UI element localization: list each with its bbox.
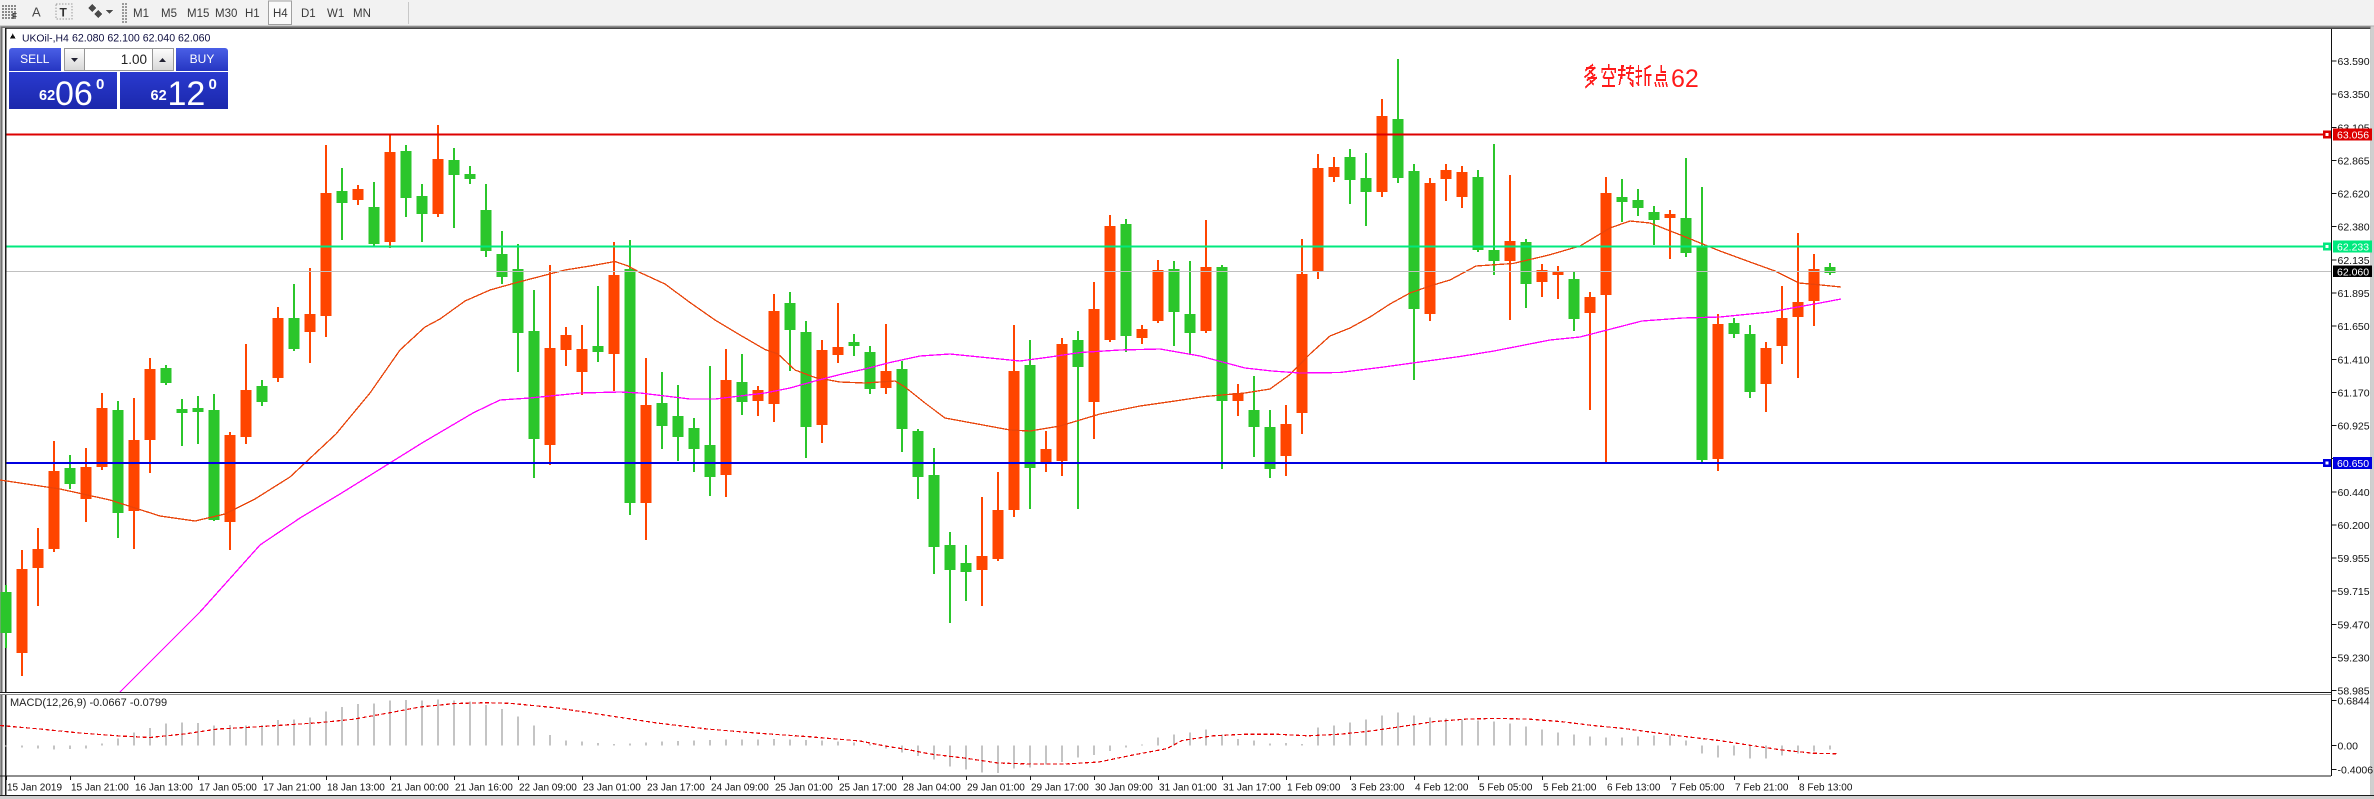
svg-text:M1: M1 [133,8,149,20]
svg-text:60.200: 60.200 [2338,520,2370,532]
svg-text:21 Jan 00:00: 21 Jan 00:00 [391,783,449,794]
svg-text:63.590: 63.590 [2338,56,2370,68]
svg-text:28 Jan 04:00: 28 Jan 04:00 [903,783,961,794]
svg-text:3 Feb 23:00: 3 Feb 23:00 [1351,783,1405,794]
svg-text:18 Jan 13:00: 18 Jan 13:00 [327,783,385,794]
svg-text:M5: M5 [161,8,177,20]
svg-text:21 Jan 16:00: 21 Jan 16:00 [455,783,513,794]
svg-text:F: F [12,12,17,21]
svg-text:23 Jan 17:00: 23 Jan 17:00 [647,783,705,794]
svg-text:59.470: 59.470 [2338,619,2370,631]
svg-text:30 Jan 09:00: 30 Jan 09:00 [1095,783,1153,794]
svg-text:16 Jan 13:00: 16 Jan 13:00 [135,783,193,794]
svg-text:60.650: 60.650 [2337,458,2369,470]
svg-text:17 Jan 05:00: 17 Jan 05:00 [199,783,257,794]
svg-text:17 Jan 21:00: 17 Jan 21:00 [263,783,321,794]
svg-text:59.715: 59.715 [2338,586,2370,598]
svg-text:7 Feb 21:00: 7 Feb 21:00 [1735,783,1789,794]
svg-text:31 Jan 01:00: 31 Jan 01:00 [1159,783,1217,794]
svg-text:62.865: 62.865 [2338,155,2370,167]
svg-text:M30: M30 [215,8,237,20]
svg-text:W1: W1 [327,8,344,20]
svg-text:62.620: 62.620 [2338,189,2370,201]
svg-text:24 Jan 09:00: 24 Jan 09:00 [711,783,769,794]
svg-text:4 Feb 12:00: 4 Feb 12:00 [1415,783,1469,794]
svg-text:MN: MN [353,8,371,20]
svg-text:15 Jan 21:00: 15 Jan 21:00 [71,783,129,794]
svg-text:29 Jan 17:00: 29 Jan 17:00 [1031,783,1089,794]
svg-text:7 Feb 05:00: 7 Feb 05:00 [1671,783,1725,794]
svg-text:61.895: 61.895 [2338,288,2370,300]
svg-text:25 Jan 01:00: 25 Jan 01:00 [775,783,833,794]
svg-text:8 Feb 13:00: 8 Feb 13:00 [1799,783,1853,794]
svg-text:D1: D1 [301,8,316,20]
svg-text:A: A [32,5,41,20]
svg-text:0.6844: 0.6844 [2338,696,2370,708]
svg-text:61.170: 61.170 [2338,387,2370,399]
svg-text:62.080 62.100 62.040 62.060: 62.080 62.100 62.040 62.060 [72,33,211,45]
svg-text:15 Jan 2019: 15 Jan 2019 [7,783,62,794]
svg-text:63.350: 63.350 [2338,89,2370,101]
svg-text:-0.4006: -0.4006 [2338,764,2374,776]
svg-text:1 Feb 09:00: 1 Feb 09:00 [1287,783,1341,794]
svg-text:H4: H4 [273,8,288,20]
svg-text:59.230: 59.230 [2338,653,2370,665]
svg-text:25 Jan 17:00: 25 Jan 17:00 [839,783,897,794]
svg-text:61.410: 61.410 [2338,354,2370,366]
svg-text:29 Jan 01:00: 29 Jan 01:00 [967,783,1025,794]
svg-text:60.440: 60.440 [2338,487,2370,499]
svg-text:62.233: 62.233 [2337,242,2369,254]
svg-text:59.955: 59.955 [2338,553,2370,565]
svg-text:58.985: 58.985 [2338,686,2370,698]
svg-text:63.056: 63.056 [2337,130,2369,142]
svg-text:61.650: 61.650 [2338,321,2370,333]
svg-text:62.060: 62.060 [2337,266,2369,278]
svg-text:M15: M15 [187,8,209,20]
svg-text:H1: H1 [245,8,260,20]
svg-text:31 Jan 17:00: 31 Jan 17:00 [1223,783,1281,794]
svg-text:UKOil-,H4: UKOil-,H4 [22,34,69,45]
svg-text:62.380: 62.380 [2338,222,2370,234]
svg-text:22 Jan 09:00: 22 Jan 09:00 [519,783,577,794]
svg-text:6 Feb 13:00: 6 Feb 13:00 [1607,783,1661,794]
svg-text:62.135: 62.135 [2338,255,2370,267]
svg-text:MACD(12,26,9) -0.0667 -0.0799: MACD(12,26,9) -0.0667 -0.0799 [10,697,167,709]
svg-text:0.00: 0.00 [2338,740,2359,752]
svg-text:5 Feb 21:00: 5 Feb 21:00 [1543,783,1597,794]
svg-text:60.925: 60.925 [2338,421,2370,433]
svg-text:T: T [60,6,68,20]
svg-text:5 Feb 05:00: 5 Feb 05:00 [1479,783,1533,794]
svg-text:23 Jan 01:00: 23 Jan 01:00 [583,783,641,794]
svg-text:62: 62 [1671,65,1699,93]
